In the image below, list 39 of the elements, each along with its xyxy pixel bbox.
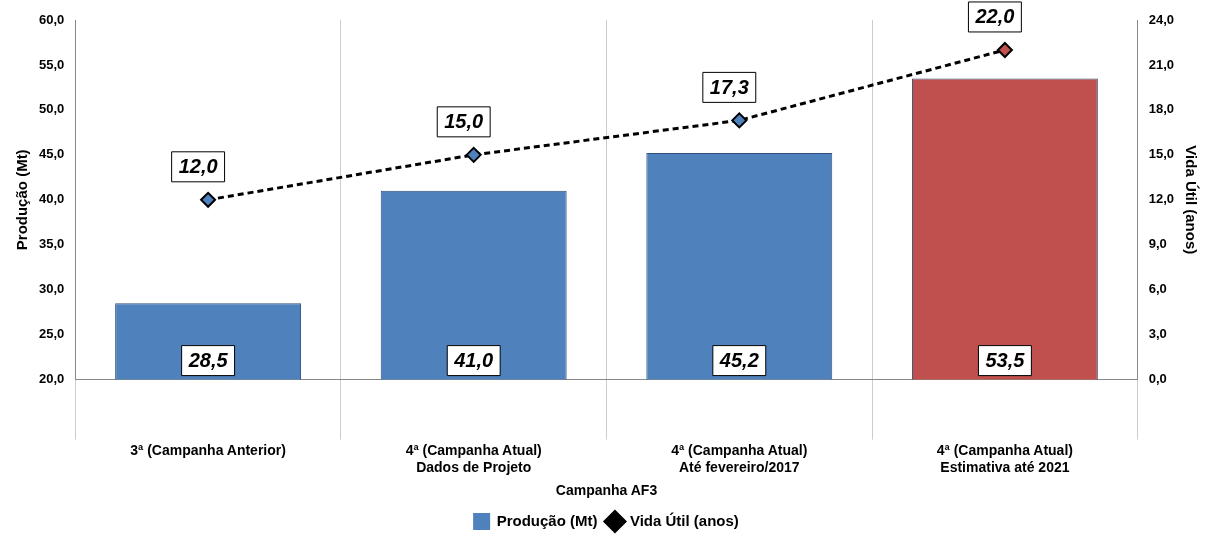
y2-tick-label: 12,0 (1148, 191, 1175, 207)
data-label: 53,5 (985, 349, 1026, 372)
point (996, 41, 1013, 58)
y2-tick-label: 9,0 (1148, 236, 1167, 252)
y2-axis-title: Vida Útil (anos) (1182, 145, 1200, 255)
y2-tick-label: 24,0 (1148, 11, 1175, 27)
y-tick-label: 30,0 (38, 281, 65, 297)
legend-label: Produção (Mt) (496, 511, 598, 529)
y2-tick-label: 3,0 (1148, 326, 1167, 342)
y-tick-label: 60,0 (38, 11, 65, 27)
x-tick-label: 4ª (Campanha Atual) Até fevereiro/2017 (671, 441, 808, 475)
y-tick-label: 45,0 (38, 146, 65, 162)
legend-label: Vida Útil (anos) (629, 511, 739, 529)
data-label: 22,0 (974, 5, 1015, 28)
y-axis-title: Produção (Mt) (13, 149, 31, 251)
x-axis-title: Campanha AF3 (555, 482, 658, 499)
x-tick-label: 3ª (Campanha Anterior) (130, 441, 286, 458)
y-tick-label: 25,0 (38, 326, 65, 342)
x-tick-label: 4ª (Campanha Atual) Estimativa até 2021 (936, 441, 1073, 475)
data-label: 15,0 (444, 110, 484, 133)
x-tick-label: 4ª (Campanha Atual) Dados de Projeto (405, 441, 542, 475)
point (200, 191, 217, 208)
point (465, 146, 482, 163)
data-label: 28,5 (187, 349, 229, 372)
point (731, 112, 748, 129)
data-label: 17,3 (709, 75, 749, 98)
y2-tick-label: 6,0 (1148, 281, 1167, 297)
data-label: 41,0 (453, 349, 494, 372)
data-label: 12,0 (178, 155, 218, 178)
y-tick-label: 35,0 (38, 236, 65, 252)
y-tick-label: 50,0 (38, 101, 65, 117)
y-tick-label: 40,0 (38, 191, 65, 207)
data-label: 45,2 (718, 349, 759, 372)
y2-tick-label: 15,0 (1148, 146, 1175, 162)
y-tick-label: 55,0 (38, 56, 65, 72)
y2-tick-label: 18,0 (1148, 101, 1175, 117)
y2-tick-label: 21,0 (1148, 56, 1175, 72)
y-tick-label: 20,0 (38, 371, 65, 387)
y2-tick-label: 0,0 (1148, 371, 1167, 387)
